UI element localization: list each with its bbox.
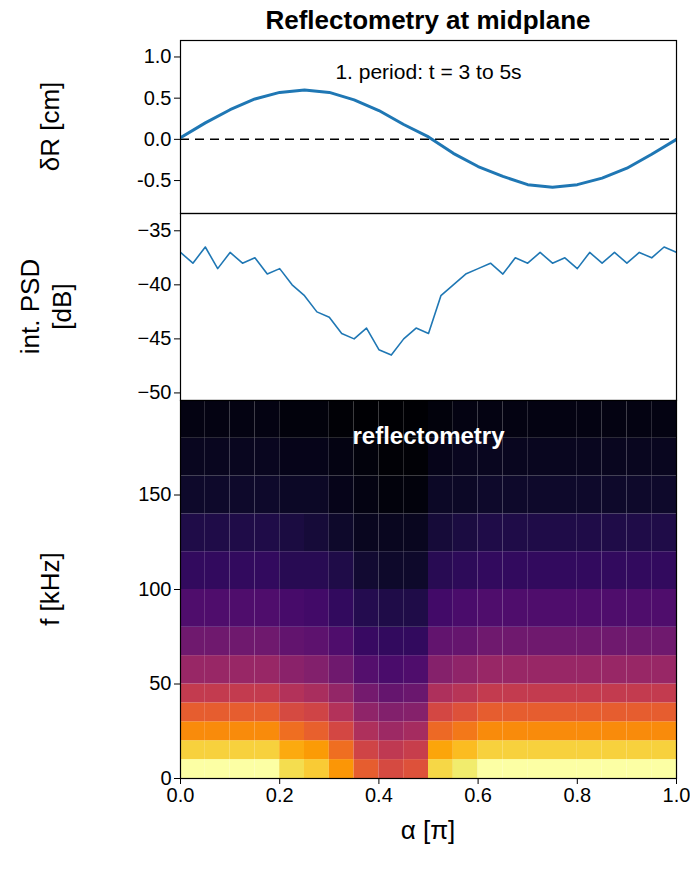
svg-text:α [π]: α [π] — [401, 815, 456, 845]
svg-text:150: 150 — [138, 483, 171, 505]
svg-text:1.0: 1.0 — [663, 784, 690, 806]
svg-text:0.8: 0.8 — [563, 784, 591, 806]
svg-text:−45: −45 — [138, 327, 172, 349]
svg-text:0.5: 0.5 — [144, 87, 172, 109]
html-text:Reflectometry at midplane: Reflectometry at midplane — [265, 5, 591, 35]
svg-text:δR [cm]: δR [cm] — [35, 82, 65, 172]
svg-text:f [kHz]: f [kHz] — [35, 552, 65, 626]
svg-text:-0.5: -0.5 — [137, 169, 171, 191]
svg-text:int. PSD: int. PSD — [15, 259, 45, 354]
svg-text:0.0: 0.0 — [167, 784, 195, 806]
svg-text:0.2: 0.2 — [266, 784, 294, 806]
svg-text:1.0: 1.0 — [144, 45, 172, 67]
svg-text:0.4: 0.4 — [365, 784, 393, 806]
svg-text:1. period: t = 3 to 5s: 1. period: t = 3 to 5s — [335, 60, 521, 83]
svg-text:reflectometry: reflectometry — [352, 422, 505, 449]
svg-text:0.6: 0.6 — [464, 784, 492, 806]
svg-text:0: 0 — [160, 766, 172, 789]
svg-text:[dB]: [dB] — [47, 283, 77, 329]
svg-text:50: 50 — [149, 672, 171, 694]
svg-text:−50: −50 — [138, 381, 172, 403]
svg-text:−35: −35 — [138, 219, 172, 241]
svg-text:100: 100 — [138, 578, 171, 600]
svg-text:0.0: 0.0 — [144, 128, 172, 150]
svg-text:−40: −40 — [138, 273, 172, 295]
